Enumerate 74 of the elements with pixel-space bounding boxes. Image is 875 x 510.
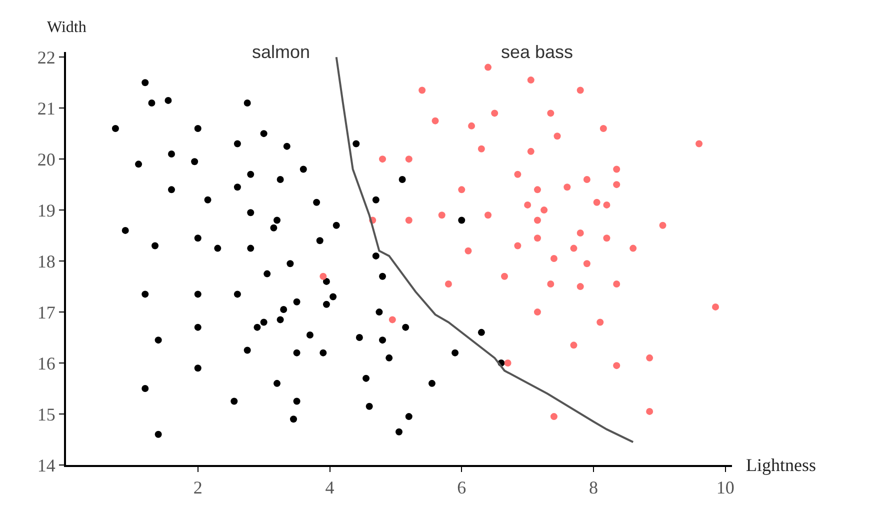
series-label: sea bass [501, 42, 574, 62]
text: salmon [252, 42, 310, 62]
point [600, 124, 607, 132]
point [593, 198, 600, 206]
point [554, 132, 561, 140]
point [438, 212, 446, 219]
point [603, 234, 610, 242]
point [576, 283, 584, 290]
x-tick-label: 10 [716, 478, 734, 498]
point [646, 354, 654, 362]
y-tick-label: 22 [37, 47, 56, 68]
point [491, 110, 498, 117]
point [388, 316, 396, 324]
point [504, 360, 512, 367]
point [432, 117, 439, 124]
x-axis-title: Lightness [746, 455, 816, 475]
point [696, 140, 703, 148]
y-tick-label: 21 [37, 98, 56, 118]
point [613, 280, 620, 288]
point [484, 64, 492, 71]
point [630, 244, 637, 252]
point [583, 260, 590, 268]
point [659, 222, 666, 229]
x-tick-label: 4 [325, 478, 334, 498]
point [464, 247, 472, 254]
point [534, 234, 541, 242]
point [576, 86, 584, 94]
y-axis-title: Width [47, 19, 86, 36]
point [478, 145, 485, 152]
point [547, 280, 554, 288]
point [320, 272, 327, 280]
point [576, 230, 584, 237]
point [501, 272, 508, 280]
point [458, 186, 466, 194]
point [524, 201, 532, 208]
point [613, 181, 620, 188]
point [514, 170, 522, 178]
y-tick-label: 20 [37, 149, 56, 170]
x-tick-label: 8 [589, 478, 598, 498]
point [405, 216, 412, 224]
point [564, 184, 571, 191]
point [613, 362, 620, 370]
point [540, 206, 548, 214]
point [547, 110, 554, 117]
point [534, 216, 541, 224]
point [527, 148, 534, 155]
point [534, 186, 541, 194]
point [514, 242, 522, 250]
y-tick-label: 15 [37, 404, 56, 424]
point [444, 280, 452, 288]
y-tick-label: 17 [37, 302, 56, 322]
point [550, 413, 558, 420]
point [603, 201, 610, 208]
point [484, 212, 492, 219]
point [613, 166, 620, 173]
y-tick-label: 14 [37, 455, 56, 476]
y-tick-label: 16 [37, 353, 56, 374]
point [405, 156, 412, 163]
point [468, 122, 476, 130]
point [646, 408, 654, 415]
point [570, 244, 578, 252]
point [570, 342, 578, 349]
x-tick-label: 2 [193, 478, 202, 498]
y-tick-label: 18 [37, 251, 56, 272]
point [379, 156, 386, 163]
point [550, 255, 558, 262]
point [527, 76, 534, 84]
x-tick-label: 6 [457, 478, 466, 498]
y-tick-label: 19 [37, 200, 56, 220]
point [596, 318, 604, 326]
point [712, 303, 720, 310]
point [583, 176, 590, 183]
point [418, 86, 426, 94]
point [534, 308, 541, 316]
